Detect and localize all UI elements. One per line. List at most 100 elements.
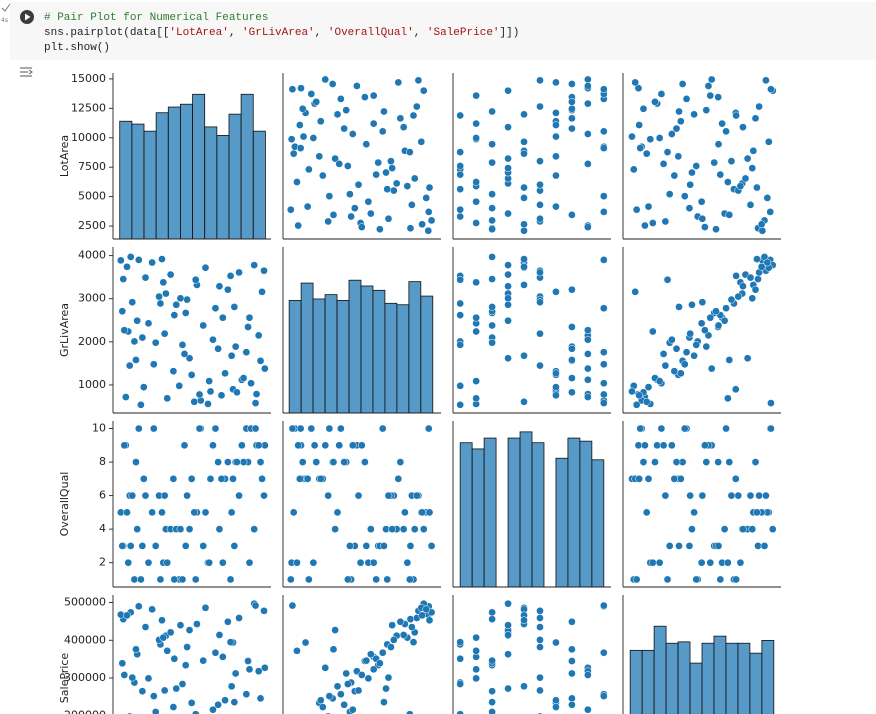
scatter-point	[116, 256, 125, 265]
scatter-point	[406, 224, 415, 233]
scatter-point	[764, 137, 773, 146]
scatter-point	[245, 558, 254, 567]
scatter-point	[193, 620, 201, 628]
scatter-point	[316, 474, 325, 483]
y-tick-label: 400000	[64, 633, 106, 646]
scatter-point	[568, 80, 576, 88]
scatter-point	[655, 377, 664, 385]
scatter-point	[644, 474, 653, 483]
scatter-point	[185, 354, 194, 363]
scatter-point	[333, 508, 342, 517]
scatter-point	[751, 114, 760, 123]
scatter-point	[734, 491, 743, 500]
scatter-point	[655, 558, 664, 567]
scatter-point	[185, 626, 194, 634]
scatter-point	[183, 491, 191, 500]
scatter-point	[663, 275, 672, 284]
scatter-point	[201, 508, 210, 517]
code-string: 'GrLivArea'	[242, 27, 315, 39]
hist-bar	[240, 93, 254, 240]
scatter-point	[125, 361, 134, 370]
scatter-point	[224, 285, 232, 294]
scatter-point	[151, 542, 160, 550]
scatter-point	[552, 287, 560, 296]
scatter-point	[382, 684, 390, 693]
scatter-point	[389, 186, 398, 195]
scatter-point	[520, 137, 528, 146]
hist-bar	[713, 635, 727, 714]
scatter-point	[226, 272, 235, 280]
scatter-point	[126, 542, 135, 550]
scatter-point	[312, 97, 321, 106]
scatter-point	[305, 165, 313, 174]
scatter-point	[568, 694, 576, 703]
scatter-point	[396, 617, 405, 626]
scatter-point	[753, 255, 761, 263]
scatter-point	[456, 275, 465, 284]
scatter-point	[340, 124, 348, 133]
scatter-point	[394, 78, 403, 87]
scatter-point	[155, 292, 163, 301]
scatter-point	[641, 221, 649, 230]
scatter-point	[456, 341, 465, 349]
scatter-point	[504, 164, 512, 172]
scatter-point	[354, 491, 363, 500]
scatter-point	[215, 525, 224, 534]
scatter-point	[676, 117, 685, 126]
scatter-point	[520, 351, 528, 360]
scatter-point	[472, 278, 480, 287]
hist-bar	[567, 437, 581, 588]
panel	[456, 75, 608, 235]
run-icon[interactable]	[25, 13, 31, 21]
scatter-point	[138, 542, 147, 550]
y-tick-label: 5000	[78, 190, 106, 203]
scatter-point	[725, 356, 734, 364]
scatter-point	[170, 311, 179, 319]
scatter-point	[714, 321, 723, 330]
scatter-point	[139, 383, 148, 391]
scatter-point	[254, 331, 263, 340]
scatter-point	[251, 601, 260, 610]
scatter-point	[191, 710, 200, 714]
scatter-point	[753, 183, 761, 192]
scatter-point	[199, 656, 208, 665]
scatter-point	[364, 674, 373, 683]
scatter-point	[635, 391, 644, 400]
scatter-point	[175, 381, 184, 390]
run-button[interactable]	[20, 10, 34, 24]
scatter-point	[743, 154, 752, 163]
scatter-point	[211, 304, 220, 313]
output-toggle[interactable]	[20, 67, 33, 77]
scatter-point	[424, 208, 433, 216]
scatter-point	[134, 256, 143, 264]
scatter-point	[456, 311, 465, 319]
scatter-point	[166, 270, 175, 279]
scatter-point	[422, 605, 431, 614]
scatter-point	[183, 295, 191, 304]
scatter-point	[714, 93, 723, 101]
scatter-point	[732, 111, 740, 120]
scatter-point	[488, 656, 496, 665]
hist-bar	[591, 459, 605, 588]
scatter-point	[227, 508, 236, 517]
scatter-point	[354, 686, 363, 695]
scatter-point	[170, 575, 179, 584]
scatter-point	[305, 575, 313, 584]
scatter-point	[425, 616, 434, 625]
scatter-point	[288, 85, 297, 94]
scatter-point	[214, 458, 222, 466]
scatter-point	[680, 360, 689, 369]
scatter-point	[137, 400, 145, 409]
scatter-point	[321, 441, 330, 450]
output-icon[interactable]	[20, 67, 33, 77]
scatter-point	[552, 121, 560, 129]
scatter-point	[260, 266, 268, 275]
scatter-point	[123, 262, 131, 271]
scatter-point	[722, 424, 730, 433]
scatter-point	[456, 400, 465, 409]
hist-bar	[420, 295, 434, 414]
scatter-point	[331, 154, 339, 163]
hist-bar	[507, 437, 521, 588]
scatter-point	[312, 458, 321, 466]
scatter-point	[357, 223, 366, 231]
